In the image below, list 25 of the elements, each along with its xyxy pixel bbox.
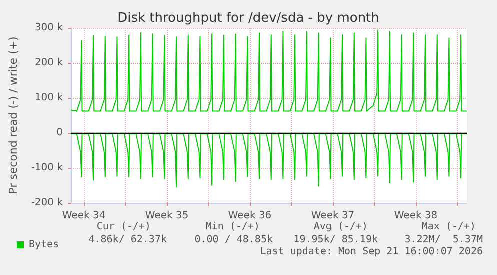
y-tick-label: 100 k bbox=[34, 92, 64, 104]
x-tick-label: Week 36 bbox=[228, 210, 272, 222]
text: Last update: Mon Sep 21 16:00:07 2026 bbox=[260, 246, 483, 258]
y-tick-label: -100 k bbox=[31, 162, 64, 174]
y-tick-label: -200 k bbox=[31, 198, 64, 208]
text: Cur (-/+) bbox=[96, 222, 151, 232]
text: 19.95k/ 85.19k bbox=[294, 234, 378, 246]
x-tick-label: Week 38 bbox=[394, 210, 438, 222]
y-tick-label: 300 k bbox=[34, 22, 64, 34]
text: 4.86k/ 62.37k bbox=[88, 234, 167, 246]
text: 0.00 / 48.85k bbox=[194, 234, 273, 246]
line-series bbox=[70, 134, 468, 188]
y-tick-label: 200 k bbox=[34, 58, 64, 68]
x-tick-label: Week 37 bbox=[311, 210, 355, 222]
text: Avg (-/+) bbox=[314, 222, 368, 232]
legend-label: Bytes bbox=[29, 240, 60, 250]
x-tick-label: Week 35 bbox=[145, 210, 189, 222]
text: 3.22M/ 5.37M bbox=[404, 234, 483, 246]
y-axis-title: Pr second read (-) / write (+) bbox=[7, 36, 20, 194]
text: Max (-/+) bbox=[422, 222, 476, 232]
text: Min (-/+) bbox=[206, 222, 260, 232]
y-tick-label: 0 bbox=[56, 128, 63, 138]
x-tick-label: Week 34 bbox=[62, 210, 106, 222]
line-series bbox=[70, 30, 468, 112]
chart-title: Disk throughput for /dev/sda - by month bbox=[118, 11, 380, 26]
